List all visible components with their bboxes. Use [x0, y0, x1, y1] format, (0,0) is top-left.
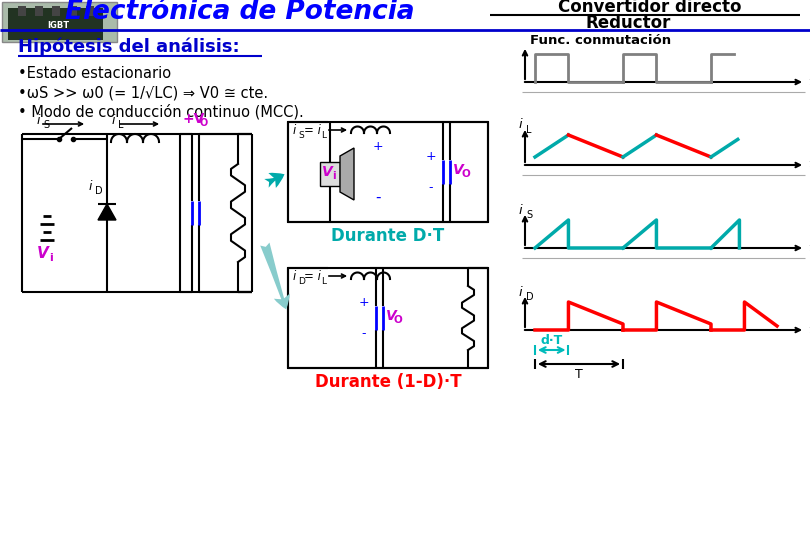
Text: i: i — [37, 114, 40, 127]
Text: T: T — [575, 368, 583, 381]
Text: i: i — [518, 118, 522, 132]
Bar — [288, 268, 488, 368]
Text: -: - — [375, 190, 381, 205]
Polygon shape — [340, 148, 354, 200]
Text: O: O — [394, 315, 403, 325]
Text: +: + — [426, 150, 437, 163]
Text: Durante D·T: Durante D·T — [331, 227, 445, 245]
Text: S: S — [298, 131, 304, 139]
Text: D: D — [95, 186, 103, 196]
Text: D: D — [526, 292, 534, 302]
Text: •Estado estacionario: •Estado estacionario — [18, 66, 171, 82]
Text: t: t — [808, 76, 810, 89]
Text: Hipótesis del análisis:: Hipótesis del análisis: — [18, 38, 240, 56]
Text: = i: = i — [304, 124, 321, 137]
Text: Func. conmutación: Func. conmutación — [530, 33, 671, 46]
Bar — [86, 6, 94, 16]
Text: i: i — [332, 171, 336, 181]
Text: •ωS >> ω0 (= 1/√LC) ⇒ V0 ≅ cte.: •ωS >> ω0 (= 1/√LC) ⇒ V0 ≅ cte. — [18, 85, 268, 100]
Text: = i: = i — [304, 269, 321, 282]
Text: L: L — [118, 120, 123, 130]
Text: +: + — [373, 140, 383, 153]
Text: O: O — [200, 118, 208, 128]
Text: t: t — [808, 241, 810, 254]
Polygon shape — [98, 204, 116, 220]
Text: • Modo de conducción continuo (MCC).: • Modo de conducción continuo (MCC). — [18, 104, 304, 120]
Text: L: L — [321, 131, 326, 139]
Text: S: S — [43, 120, 49, 130]
Bar — [320, 162, 340, 186]
Bar — [52, 6, 60, 16]
Text: V: V — [386, 309, 397, 323]
FancyArrowPatch shape — [264, 173, 284, 188]
Text: i: i — [49, 253, 53, 263]
Text: i: i — [89, 180, 92, 193]
Text: -: - — [428, 181, 433, 194]
Text: i: i — [293, 124, 296, 137]
Text: L: L — [526, 125, 531, 135]
FancyArrowPatch shape — [260, 242, 290, 309]
Text: t: t — [808, 159, 810, 172]
Text: -: - — [362, 327, 366, 341]
Text: i: i — [518, 204, 522, 217]
Text: L: L — [321, 276, 326, 286]
Text: i: i — [112, 114, 116, 127]
Text: V: V — [453, 163, 464, 177]
Text: +V: +V — [182, 112, 204, 126]
Text: Durante (1-D)·T: Durante (1-D)·T — [315, 373, 462, 391]
Bar — [35, 6, 43, 16]
Text: V: V — [322, 165, 332, 179]
Text: IGBT: IGBT — [47, 22, 69, 30]
Bar — [8, 8, 103, 40]
Text: d·T: d·T — [540, 334, 563, 347]
Text: Convertidor directo: Convertidor directo — [558, 0, 742, 16]
Bar — [69, 6, 77, 16]
Text: i: i — [518, 286, 522, 299]
Bar — [2, 2, 117, 42]
Text: Reductor: Reductor — [586, 14, 671, 32]
Text: O: O — [461, 169, 470, 179]
Text: i: i — [293, 269, 296, 282]
Text: +: + — [359, 295, 369, 308]
Text: V: V — [37, 246, 49, 261]
Bar — [288, 122, 488, 222]
Text: t: t — [808, 323, 810, 336]
Text: Electrónica de Potencia: Electrónica de Potencia — [66, 0, 415, 25]
Bar — [18, 6, 26, 16]
Text: D: D — [298, 276, 305, 286]
Text: S: S — [526, 210, 532, 220]
